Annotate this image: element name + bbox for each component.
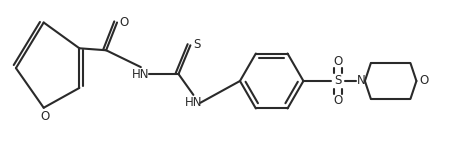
Text: S: S	[193, 38, 201, 51]
Text: HN: HN	[132, 68, 149, 80]
Text: HN: HN	[184, 96, 202, 109]
Text: O: O	[333, 55, 343, 68]
Text: O: O	[420, 75, 429, 88]
Text: O: O	[40, 110, 49, 123]
Text: O: O	[333, 94, 343, 107]
Text: O: O	[119, 16, 129, 29]
Text: S: S	[334, 75, 342, 88]
Text: N: N	[357, 75, 365, 88]
